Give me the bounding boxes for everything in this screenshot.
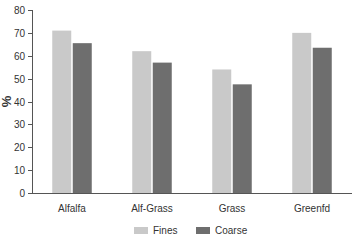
y-tick-label: 80 — [14, 5, 26, 16]
bar — [313, 48, 332, 193]
x-axis — [32, 193, 352, 194]
bar — [292, 33, 311, 193]
y-tick — [28, 56, 32, 57]
bars — [52, 31, 332, 193]
y-tick — [28, 170, 32, 171]
y-tick — [28, 124, 32, 125]
bar — [132, 51, 151, 193]
y-tick — [28, 79, 32, 80]
y-tick — [28, 147, 32, 148]
y-axis — [32, 10, 33, 193]
y-tick-label: 50 — [14, 74, 26, 85]
bar — [153, 63, 172, 193]
y-tick-label: 20 — [14, 142, 26, 153]
bar — [212, 69, 231, 193]
x-tick-label: Alfalfa — [58, 203, 86, 214]
x-tick-label: Grass — [219, 203, 246, 214]
y-tick — [28, 193, 32, 194]
chart-container: 0 10 20 30 40 50 60 70 80% Alfalfa Alf-Grass Grass G… — [0, 0, 360, 238]
x-tick-label: Alf-Grass — [131, 203, 173, 214]
y-tick-label: 10 — [14, 165, 26, 176]
bar — [73, 43, 92, 193]
y-tick-label: 60 — [14, 51, 26, 62]
legend: Fines Coarse — [134, 225, 248, 236]
legend-swatch — [196, 227, 210, 234]
x-tick-label: Greenfd — [294, 203, 330, 214]
y-tick-label: 0 — [19, 188, 25, 199]
y-tick-label: 40 — [14, 97, 26, 108]
y-tick — [28, 10, 32, 11]
y-tick-label: 70 — [14, 28, 26, 39]
bar — [233, 84, 252, 193]
y-axis-label: % — [0, 95, 14, 107]
legend-label: Coarse — [215, 225, 248, 236]
bar — [52, 31, 71, 193]
y-tick — [28, 102, 32, 103]
y-tick-label: 30 — [14, 119, 26, 130]
legend-label: Fines — [153, 225, 177, 236]
y-tick — [28, 33, 32, 34]
legend-swatch — [134, 227, 148, 234]
chart-svg: 0 10 20 30 40 50 60 70 80% Alfalfa Alf-Grass Grass G… — [0, 0, 360, 238]
